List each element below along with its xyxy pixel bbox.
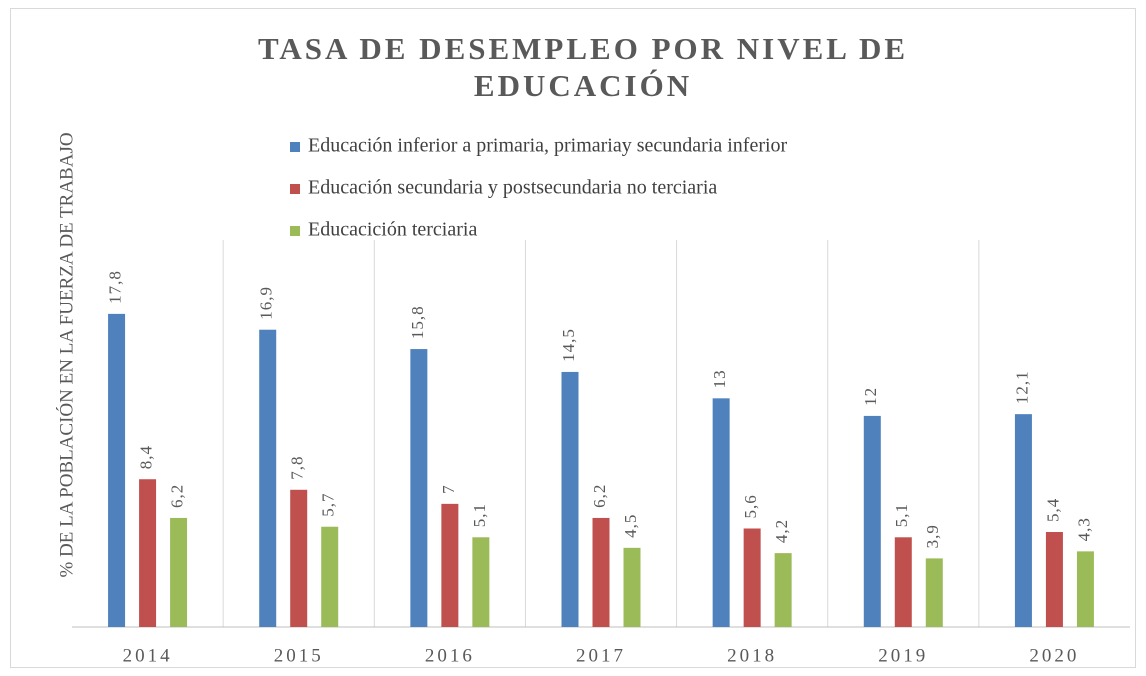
- data-label: 6,2: [167, 484, 186, 508]
- x-tick-label: 2014: [123, 645, 173, 666]
- x-tick-label: 2017: [576, 645, 626, 666]
- data-label: 7,8: [288, 456, 307, 480]
- bar: [139, 479, 157, 627]
- data-label: 8,4: [136, 445, 155, 469]
- bar: [321, 526, 339, 627]
- data-label: 13: [710, 369, 729, 388]
- x-tick-label: 2018: [727, 645, 777, 666]
- bar: [774, 553, 792, 627]
- bar: [259, 329, 277, 627]
- data-label: 4,2: [772, 519, 791, 543]
- x-tick-label: 2016: [425, 645, 475, 666]
- bar: [1076, 551, 1094, 627]
- bar: [894, 537, 912, 627]
- legend-swatch: [290, 142, 300, 152]
- bar: [472, 537, 490, 627]
- chart-title: TASA DE DESEMPLEO POR NIVEL DE EDUCACIÓN: [257, 31, 909, 103]
- data-label: 7: [439, 484, 458, 494]
- data-label: 6,2: [590, 484, 609, 508]
- bar: [743, 528, 761, 627]
- bar: [623, 547, 641, 627]
- bar: [561, 371, 579, 627]
- bar: [410, 349, 428, 627]
- y-axis-label: % DE LA POBLACIÓN EN LA FUERZA DE TRABAJ…: [55, 132, 77, 577]
- legend-label: Educacición terciaria: [308, 219, 477, 241]
- data-label: 12,1: [1012, 370, 1031, 404]
- bar: [290, 489, 308, 627]
- legend-swatch: [290, 226, 300, 236]
- data-label: 5,7: [319, 492, 338, 516]
- bar: [712, 398, 730, 627]
- x-tick-label: 2020: [1029, 645, 1079, 666]
- data-label: 5,4: [1043, 498, 1062, 522]
- data-label: 4,3: [1074, 517, 1093, 541]
- data-label: 17,8: [105, 270, 124, 304]
- data-label: 5,1: [470, 503, 489, 527]
- data-label: 12: [861, 387, 880, 406]
- x-tick-label: 2015: [274, 645, 324, 666]
- data-label: 4,5: [621, 514, 640, 538]
- bar: [441, 503, 459, 627]
- data-label: 15,8: [408, 305, 427, 339]
- legend-label: Educación secundaria y postsecundaria no…: [308, 177, 717, 199]
- bar: [863, 415, 881, 627]
- bar: [925, 558, 943, 627]
- bar: [170, 517, 188, 627]
- legend-swatch: [290, 184, 300, 194]
- data-label: 5,6: [741, 494, 760, 518]
- chart-border: [10, 8, 1136, 668]
- data-label: 3,9: [923, 524, 942, 548]
- bar: [592, 517, 610, 627]
- bar: [1045, 532, 1063, 627]
- legend-label: Educación inferior a primaria, primariay…: [308, 135, 788, 157]
- bar: [108, 313, 126, 627]
- x-tick-label: 2019: [878, 645, 928, 666]
- data-label: 5,1: [892, 503, 911, 527]
- data-label: 14,5: [559, 328, 578, 362]
- bar: [1014, 414, 1032, 627]
- data-label: 16,9: [257, 286, 276, 320]
